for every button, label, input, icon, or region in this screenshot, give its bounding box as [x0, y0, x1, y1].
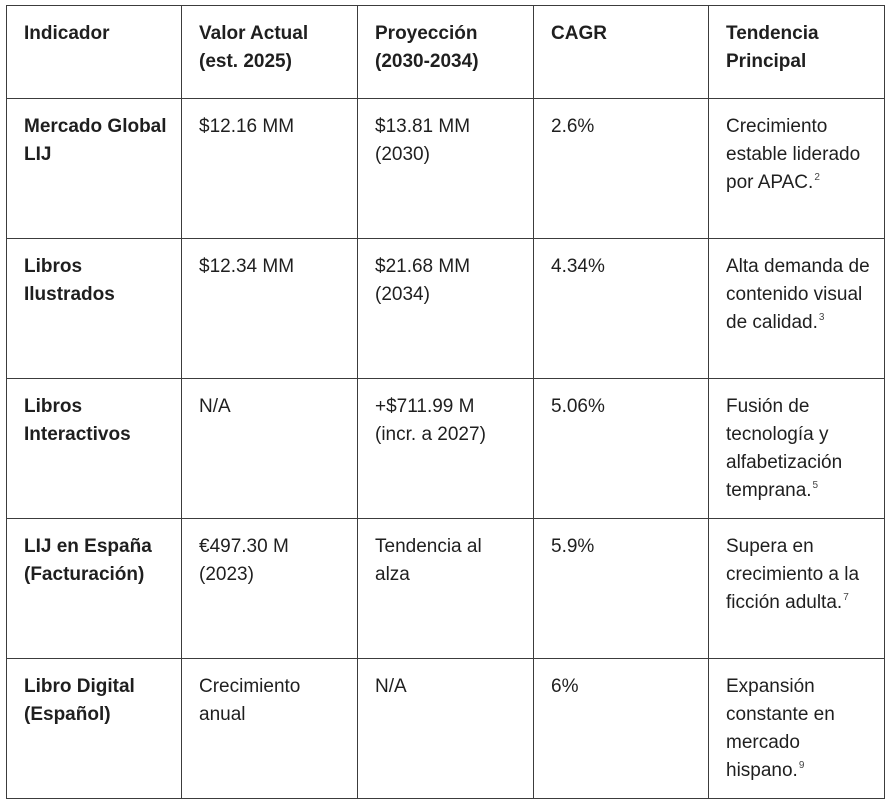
footnote-ref[interactable]: 7 [843, 591, 849, 603]
table-row: Libro Digital (Español) Crecimiento anua… [6, 658, 885, 799]
header-valor-actual: Valor Actual (est. 2025) [181, 5, 358, 99]
cell-valor: $12.34 MM [181, 238, 358, 379]
footnote-ref[interactable]: 2 [814, 171, 820, 183]
cell-cagr: 5.9% [533, 518, 709, 659]
cell-proyeccion: N/A [357, 658, 534, 799]
tendencia-text: Alta demanda de contenido visual de cali… [726, 256, 870, 333]
header-proyeccion: Proyección (2030-2034) [357, 5, 534, 99]
cell-valor: €497.30 M (2023) [181, 518, 358, 659]
cell-cagr: 5.06% [533, 378, 709, 519]
header-indicador: Indicador [6, 5, 182, 99]
cell-cagr: 4.34% [533, 238, 709, 379]
cell-proyeccion: $21.68 MM (2034) [357, 238, 534, 379]
cell-proyeccion: $13.81 MM (2030) [357, 98, 534, 239]
table-row: Libros Ilustrados $12.34 MM $21.68 MM (2… [6, 238, 885, 379]
footnote-ref[interactable]: 3 [818, 311, 825, 323]
cell-proyeccion: Tendencia al alza [357, 518, 534, 659]
cell-indicador: Mercado Global LIJ [6, 98, 182, 239]
cell-indicador: LIJ en España (Facturación) [6, 518, 182, 659]
table-row: LIJ en España (Facturación) €497.30 M (2… [6, 518, 885, 659]
footnote-ref[interactable]: 5 [812, 479, 819, 491]
cell-tendencia: Crecimiento estable liderado por APAC.2 [708, 98, 885, 239]
cell-indicador: Libros Ilustrados [6, 238, 182, 379]
tendencia-text: Expansión constante en mercado hispano. [726, 676, 835, 781]
cell-cagr: 2.6% [533, 98, 709, 239]
cell-tendencia: Expansión constante en mercado hispano.9 [708, 658, 885, 799]
market-indicators-table: Indicador Valor Actual (est. 2025) Proye… [6, 5, 885, 799]
cell-proyeccion: +$711.99 M (incr. a 2027) [357, 378, 534, 519]
cell-tendencia: Supera en crecimiento a la ficción adult… [708, 518, 885, 659]
header-cagr: CAGR [533, 5, 709, 99]
header-tendencia: Tendencia Principal [708, 5, 885, 99]
cell-indicador: Libro Digital (Español) [6, 658, 182, 799]
tendencia-text: Crecimiento estable liderado por APAC. [726, 116, 861, 193]
cell-valor: $12.16 MM [181, 98, 358, 239]
tendencia-text: Fusión de tecnología y alfabetización te… [726, 396, 843, 501]
footnote-ref[interactable]: 9 [798, 759, 805, 771]
table-row: Mercado Global LIJ $12.16 MM $13.81 MM (… [6, 98, 885, 239]
cell-tendencia: Fusión de tecnología y alfabetización te… [708, 378, 885, 519]
cell-cagr: 6% [533, 658, 709, 799]
table-header-row: Indicador Valor Actual (est. 2025) Proye… [6, 5, 885, 99]
tendencia-text: Supera en crecimiento a la ficción adult… [726, 536, 860, 613]
cell-valor: N/A [181, 378, 358, 519]
cell-valor: Crecimiento anual [181, 658, 358, 799]
cell-indicador: Libros Interactivos [6, 378, 182, 519]
cell-tendencia: Alta demanda de contenido visual de cali… [708, 238, 885, 379]
table-row: Libros Interactivos N/A +$711.99 M (incr… [6, 378, 885, 519]
